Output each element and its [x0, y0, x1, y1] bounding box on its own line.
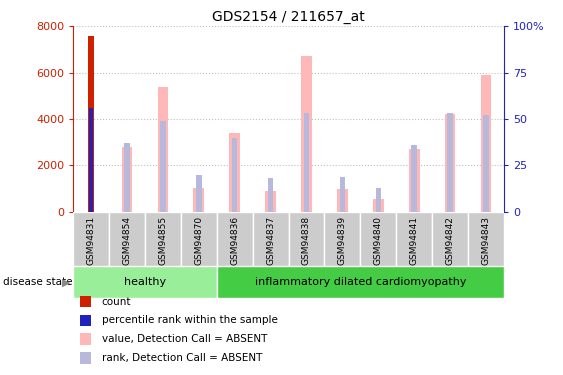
Text: GSM94855: GSM94855: [158, 216, 167, 266]
Bar: [73, 266, 217, 298]
Bar: [376, 188, 381, 212]
Bar: [289, 212, 324, 266]
Bar: [109, 212, 145, 266]
Text: GSM94843: GSM94843: [481, 216, 490, 265]
Bar: [360, 212, 396, 266]
Text: GSM94854: GSM94854: [123, 216, 132, 265]
Bar: [373, 199, 383, 212]
Text: rank, Detection Call = ABSENT: rank, Detection Call = ABSENT: [102, 353, 262, 363]
Bar: [89, 108, 93, 212]
Bar: [79, 333, 91, 345]
Bar: [268, 178, 273, 212]
Bar: [445, 114, 455, 212]
Bar: [232, 138, 238, 212]
Bar: [253, 212, 289, 266]
Text: inflammatory dilated cardiomyopathy: inflammatory dilated cardiomyopathy: [254, 277, 466, 287]
Text: disease state: disease state: [3, 277, 72, 287]
Bar: [122, 147, 132, 212]
Text: GSM94837: GSM94837: [266, 216, 275, 266]
Bar: [160, 121, 166, 212]
Bar: [79, 352, 91, 364]
Bar: [337, 189, 348, 212]
Title: GDS2154 / 211657_at: GDS2154 / 211657_at: [212, 10, 365, 24]
Bar: [448, 114, 453, 212]
Text: GSM94842: GSM94842: [445, 216, 454, 265]
Bar: [412, 145, 417, 212]
Bar: [483, 116, 489, 212]
Bar: [158, 87, 168, 212]
Bar: [79, 296, 91, 307]
Text: GSM94870: GSM94870: [194, 216, 203, 266]
Text: GSM94836: GSM94836: [230, 216, 239, 266]
Bar: [145, 212, 181, 266]
Bar: [194, 188, 204, 212]
Bar: [265, 191, 276, 212]
Bar: [124, 143, 129, 212]
Bar: [196, 175, 202, 212]
Bar: [339, 177, 345, 212]
Bar: [409, 149, 419, 212]
Text: GSM94839: GSM94839: [338, 216, 347, 266]
Bar: [181, 212, 217, 266]
Bar: [88, 36, 95, 212]
Text: ▶: ▶: [62, 277, 71, 287]
Text: value, Detection Call = ABSENT: value, Detection Call = ABSENT: [102, 334, 267, 344]
Text: GSM94841: GSM94841: [410, 216, 419, 265]
Bar: [324, 212, 360, 266]
Bar: [396, 212, 432, 266]
Bar: [468, 212, 504, 266]
Bar: [481, 75, 491, 212]
Text: count: count: [102, 297, 131, 307]
Bar: [432, 212, 468, 266]
Bar: [217, 266, 504, 298]
Text: percentile rank within the sample: percentile rank within the sample: [102, 315, 278, 326]
Bar: [229, 133, 240, 212]
Text: GSM94831: GSM94831: [87, 216, 96, 266]
Bar: [79, 315, 91, 326]
Text: healthy: healthy: [124, 277, 166, 287]
Text: GSM94840: GSM94840: [374, 216, 383, 265]
Text: GSM94838: GSM94838: [302, 216, 311, 266]
Bar: [217, 212, 253, 266]
Bar: [301, 56, 312, 212]
Bar: [304, 114, 309, 212]
Bar: [73, 212, 109, 266]
